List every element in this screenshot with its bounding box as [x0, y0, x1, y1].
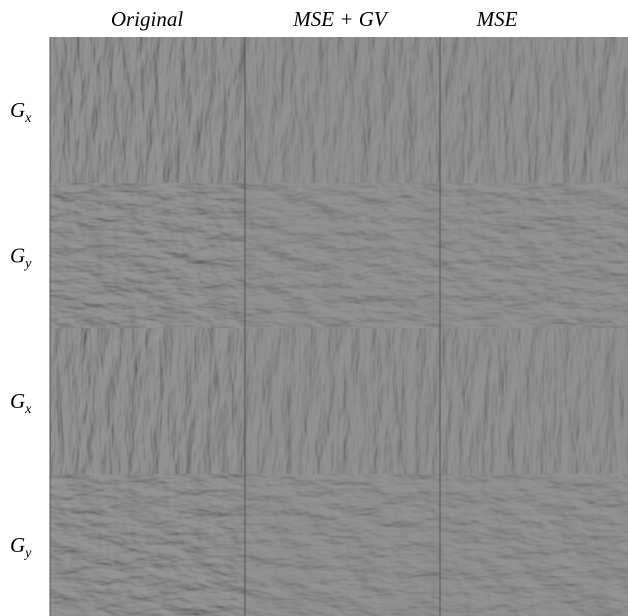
row-label-symbol: G [10, 98, 25, 122]
image-texture [245, 474, 440, 616]
row-label-symbol: G [10, 389, 25, 413]
image-texture [245, 183, 440, 328]
image-texture [245, 37, 440, 183]
row-label: Gx [10, 98, 32, 126]
image-texture [440, 37, 628, 183]
row-label-symbol: G [10, 244, 25, 268]
column-header: MSE + GV [292, 7, 389, 31]
row-label-symbol: G [10, 533, 25, 557]
row-label-subscript: x [24, 402, 32, 417]
image-texture [245, 328, 440, 474]
image-texture [50, 37, 245, 183]
row-label-subscript: x [24, 111, 32, 126]
image-texture [50, 183, 245, 328]
image-grid [49, 37, 628, 616]
row-label-subscript: y [23, 257, 32, 272]
image-texture [440, 183, 628, 328]
image-texture [50, 474, 245, 616]
row-label-subscript: y [23, 546, 32, 561]
column-header: Original [111, 7, 184, 31]
image-texture [50, 328, 245, 474]
row-label: Gy [10, 244, 32, 272]
row-label: Gy [10, 533, 32, 561]
column-header: MSE [476, 7, 518, 31]
image-texture [440, 474, 628, 616]
image-texture [440, 328, 628, 474]
row-label: Gx [10, 389, 32, 417]
